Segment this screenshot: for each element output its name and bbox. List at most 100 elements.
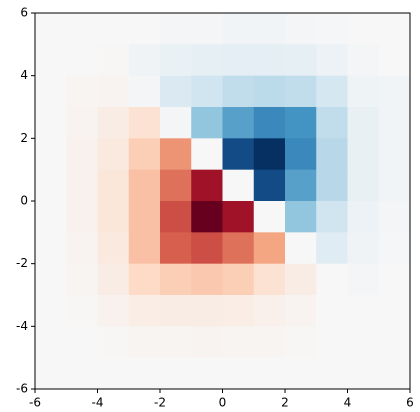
heat-cell: [35, 107, 67, 139]
heat-cell: [66, 138, 98, 171]
heat-cell: [378, 295, 411, 327]
heat-cell: [191, 295, 223, 327]
heat-cell: [378, 138, 411, 171]
y-tick-label: 6: [20, 6, 28, 20]
heat-cell: [128, 357, 161, 390]
heat-cell: [222, 169, 255, 202]
heat-cell: [285, 138, 317, 171]
heat-cell: [285, 169, 317, 202]
heat-cell: [35, 201, 67, 233]
heat-cell: [66, 107, 98, 139]
heat-cell: [160, 75, 192, 108]
heat-cell: [253, 326, 286, 359]
heat-cell: [35, 75, 67, 108]
heat-cell: [35, 295, 67, 327]
heat-cell: [253, 263, 286, 296]
heat-cell: [316, 232, 348, 265]
heat-cell: [160, 107, 192, 139]
heat-cell: [378, 169, 411, 202]
y-tick-label: 2: [20, 131, 28, 145]
heat-cell: [66, 201, 98, 233]
heat-cell: [66, 232, 98, 265]
heat-cell: [253, 201, 286, 233]
heat-cell: [316, 169, 348, 202]
heat-cell: [253, 169, 286, 202]
heat-cell: [316, 357, 348, 390]
heat-cell: [222, 75, 255, 108]
heat-cell: [285, 263, 317, 296]
heat-cell: [35, 13, 67, 45]
heat-cell: [316, 295, 348, 327]
heat-cell: [191, 75, 223, 108]
heat-cell: [97, 232, 130, 265]
x-tick-label: -6: [29, 396, 41, 410]
heat-cell: [378, 357, 411, 390]
heat-cell: [160, 326, 192, 359]
heat-cell: [191, 263, 223, 296]
heat-cell: [253, 75, 286, 108]
heat-cell: [97, 107, 130, 139]
x-tick-label: 6: [406, 396, 414, 410]
heat-cell: [97, 201, 130, 233]
heat-cell: [66, 357, 98, 390]
heat-cell: [97, 169, 130, 202]
heat-cell: [97, 13, 130, 45]
heat-cell: [347, 357, 380, 390]
heat-cell: [253, 13, 286, 45]
heat-cell: [347, 295, 380, 327]
heat-cell: [35, 232, 67, 265]
heat-cell: [347, 44, 380, 77]
heat-cell: [128, 326, 161, 359]
heat-cell: [191, 138, 223, 171]
heat-cell: [97, 357, 130, 390]
heat-cell: [378, 263, 411, 296]
heat-cell: [160, 44, 192, 77]
heat-cell: [97, 138, 130, 171]
heat-cell: [285, 326, 317, 359]
heat-cell: [347, 138, 380, 171]
x-tick-label: 2: [281, 396, 289, 410]
heat-cell: [191, 13, 223, 45]
heat-cell: [66, 44, 98, 77]
heat-cell: [160, 232, 192, 265]
heat-cell: [191, 44, 223, 77]
heat-cell: [222, 357, 255, 390]
heat-cell: [378, 13, 411, 45]
heat-cell: [316, 326, 348, 359]
heat-cell: [128, 232, 161, 265]
heat-cell: [35, 357, 67, 390]
heat-cell: [128, 75, 161, 108]
heat-cell: [222, 263, 255, 296]
heat-cell: [191, 201, 223, 233]
heat-cell: [35, 138, 67, 171]
heat-cell: [222, 201, 255, 233]
heat-cell: [160, 357, 192, 390]
heat-cell: [222, 107, 255, 139]
heat-cell: [253, 44, 286, 77]
heat-cell: [253, 295, 286, 327]
heat-cell: [222, 44, 255, 77]
heat-cell: [160, 295, 192, 327]
heat-cell: [222, 138, 255, 171]
heat-cell: [347, 263, 380, 296]
y-tick-label: -4: [16, 319, 28, 333]
heat-cell: [347, 201, 380, 233]
heat-cell: [128, 107, 161, 139]
heat-cell: [160, 169, 192, 202]
heat-cell: [66, 13, 98, 45]
heat-cell: [378, 75, 411, 108]
heat-cell: [191, 232, 223, 265]
heat-cell: [316, 13, 348, 45]
heat-cell: [128, 44, 161, 77]
heat-cell: [97, 326, 130, 359]
heat-cell: [253, 138, 286, 171]
heat-cell: [35, 263, 67, 296]
heat-cell: [378, 232, 411, 265]
heat-cell: [347, 107, 380, 139]
x-tick-label: -4: [92, 396, 104, 410]
heat-cell: [160, 263, 192, 296]
heat-cell: [97, 263, 130, 296]
heat-cell: [285, 295, 317, 327]
heat-cell: [285, 75, 317, 108]
heat-cell: [191, 169, 223, 202]
